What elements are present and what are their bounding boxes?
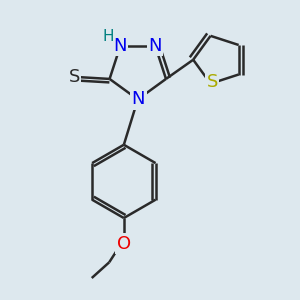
- Text: N: N: [132, 90, 145, 108]
- Text: H: H: [102, 28, 114, 44]
- Text: S: S: [69, 68, 80, 86]
- Text: S: S: [207, 73, 218, 91]
- Text: N: N: [113, 37, 126, 55]
- Text: O: O: [117, 235, 131, 253]
- Text: N: N: [148, 37, 162, 55]
